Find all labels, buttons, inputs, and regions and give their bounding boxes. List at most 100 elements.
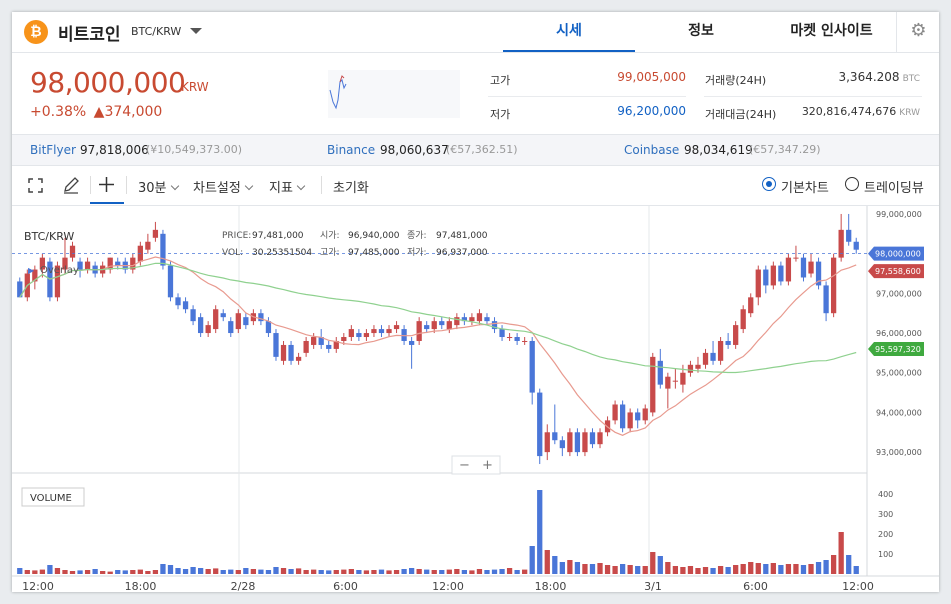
volume-bar[interactable] bbox=[243, 568, 249, 574]
candle-body[interactable] bbox=[393, 325, 400, 330]
candle-body[interactable] bbox=[39, 257, 46, 270]
volume-bar[interactable] bbox=[785, 564, 792, 574]
volume-bar[interactable] bbox=[160, 564, 166, 574]
volume-bar[interactable] bbox=[522, 569, 528, 574]
volume-bar[interactable] bbox=[612, 566, 618, 574]
volume-bar[interactable] bbox=[755, 563, 761, 574]
volume-bar[interactable] bbox=[567, 560, 573, 574]
candle-body[interactable] bbox=[499, 329, 505, 338]
candle-body[interactable] bbox=[54, 265, 61, 298]
zoom-out-button[interactable]: − bbox=[459, 458, 470, 473]
volume-bar[interactable] bbox=[54, 568, 61, 574]
volume-bar[interactable] bbox=[100, 571, 106, 574]
candle-body[interactable] bbox=[612, 404, 618, 421]
volume-bar[interactable] bbox=[250, 569, 257, 574]
volume-bar[interactable] bbox=[559, 562, 565, 574]
candle-body[interactable] bbox=[205, 325, 211, 334]
volume-bar[interactable] bbox=[273, 567, 279, 574]
volume-bar[interactable] bbox=[107, 571, 113, 574]
volume-bar[interactable] bbox=[830, 555, 837, 574]
candle-body[interactable] bbox=[514, 337, 520, 341]
volume-bar[interactable] bbox=[235, 570, 241, 574]
candle-body[interactable] bbox=[228, 321, 234, 334]
candle-body[interactable] bbox=[454, 317, 460, 326]
volume-bar[interactable] bbox=[695, 568, 701, 574]
volume-bar[interactable] bbox=[717, 566, 724, 574]
volume-bar[interactable] bbox=[846, 555, 852, 574]
volume-bar[interactable] bbox=[710, 568, 716, 574]
candle-body[interactable] bbox=[815, 261, 822, 286]
pencil-icon[interactable] bbox=[62, 176, 80, 194]
candle-body[interactable] bbox=[650, 356, 656, 413]
volume-bar[interactable] bbox=[446, 569, 452, 574]
volume-bar[interactable] bbox=[815, 562, 822, 574]
tab-info[interactable]: 정보 bbox=[688, 23, 714, 39]
volume-bar[interactable] bbox=[597, 563, 603, 574]
candle-body[interactable] bbox=[657, 360, 663, 385]
candle-body[interactable] bbox=[665, 376, 671, 389]
candle-body[interactable] bbox=[680, 372, 686, 385]
candle-body[interactable] bbox=[800, 257, 807, 278]
candle-body[interactable] bbox=[838, 229, 844, 258]
volume-bar[interactable] bbox=[808, 564, 814, 574]
candlestick-chart[interactable]: 99,000,000 98,000,000 97,000,000 96,000,000… bbox=[12, 206, 939, 592]
candle-body[interactable] bbox=[522, 340, 528, 342]
volume-bar[interactable] bbox=[311, 569, 317, 574]
volume-bar[interactable] bbox=[318, 570, 324, 574]
crosshair-icon[interactable] bbox=[98, 176, 115, 193]
candle-body[interactable] bbox=[506, 337, 513, 339]
volume-bar[interactable] bbox=[770, 563, 776, 574]
candle-body[interactable] bbox=[265, 321, 272, 334]
candle-body[interactable] bbox=[748, 297, 754, 314]
candle-body[interactable] bbox=[439, 321, 445, 326]
volume-bar[interactable] bbox=[650, 552, 656, 574]
candle-body[interactable] bbox=[710, 352, 716, 361]
candle-body[interactable] bbox=[401, 329, 407, 341]
volume-bar[interactable] bbox=[205, 569, 211, 574]
gear-icon[interactable]: ⚙ bbox=[896, 12, 939, 52]
candle-body[interactable] bbox=[145, 241, 151, 250]
candle-body[interactable] bbox=[273, 333, 279, 357]
indicators-dropdown[interactable]: 지표 bbox=[269, 177, 304, 196]
play-icon[interactable]: ▶ bbox=[28, 266, 35, 275]
radio-basic-chart[interactable] bbox=[762, 177, 776, 191]
candle-body[interactable] bbox=[152, 229, 159, 238]
volume-bar[interactable] bbox=[763, 564, 769, 574]
candle-body[interactable] bbox=[416, 321, 422, 341]
candle-body[interactable] bbox=[326, 344, 332, 349]
candle-body[interactable] bbox=[258, 313, 264, 322]
candle-body[interactable] bbox=[642, 408, 648, 421]
candle-body[interactable] bbox=[363, 333, 370, 338]
candle-body[interactable] bbox=[763, 269, 769, 286]
candle-body[interactable] bbox=[853, 241, 859, 250]
candle-body[interactable] bbox=[755, 269, 761, 298]
candle-body[interactable] bbox=[303, 340, 309, 353]
volume-bar[interactable] bbox=[793, 564, 799, 574]
volume-bar[interactable] bbox=[265, 570, 272, 574]
candle-body[interactable] bbox=[808, 261, 814, 274]
candle-body[interactable] bbox=[702, 352, 709, 365]
fullscreen-icon[interactable] bbox=[28, 178, 43, 193]
candle-body[interactable] bbox=[197, 317, 204, 334]
volume-bar[interactable] bbox=[537, 490, 543, 574]
candle-body[interactable] bbox=[333, 340, 339, 349]
volume-bar[interactable] bbox=[393, 570, 400, 574]
candle-body[interactable] bbox=[552, 432, 558, 441]
candle-body[interactable] bbox=[846, 229, 852, 242]
candle-body[interactable] bbox=[733, 325, 739, 345]
candle-body[interactable] bbox=[446, 321, 452, 330]
volume-bar[interactable] bbox=[431, 570, 437, 574]
tradingview-label[interactable]: 트레이딩뷰 bbox=[864, 181, 924, 196]
volume-bar[interactable] bbox=[182, 569, 189, 574]
volume-bar[interactable] bbox=[190, 567, 196, 574]
volume-bar[interactable] bbox=[280, 568, 287, 574]
tab-market-price[interactable]: 시세 bbox=[503, 12, 635, 52]
basic-chart-label[interactable]: 기본차트 bbox=[781, 181, 829, 196]
volume-bar[interactable] bbox=[642, 566, 648, 574]
volume-bar[interactable] bbox=[62, 570, 68, 574]
interval-dropdown[interactable]: 30분 bbox=[138, 177, 178, 196]
volume-bar[interactable] bbox=[152, 570, 159, 574]
candle-body[interactable] bbox=[717, 340, 724, 361]
candle-body[interactable] bbox=[770, 265, 776, 286]
volume-bar[interactable] bbox=[733, 565, 739, 574]
